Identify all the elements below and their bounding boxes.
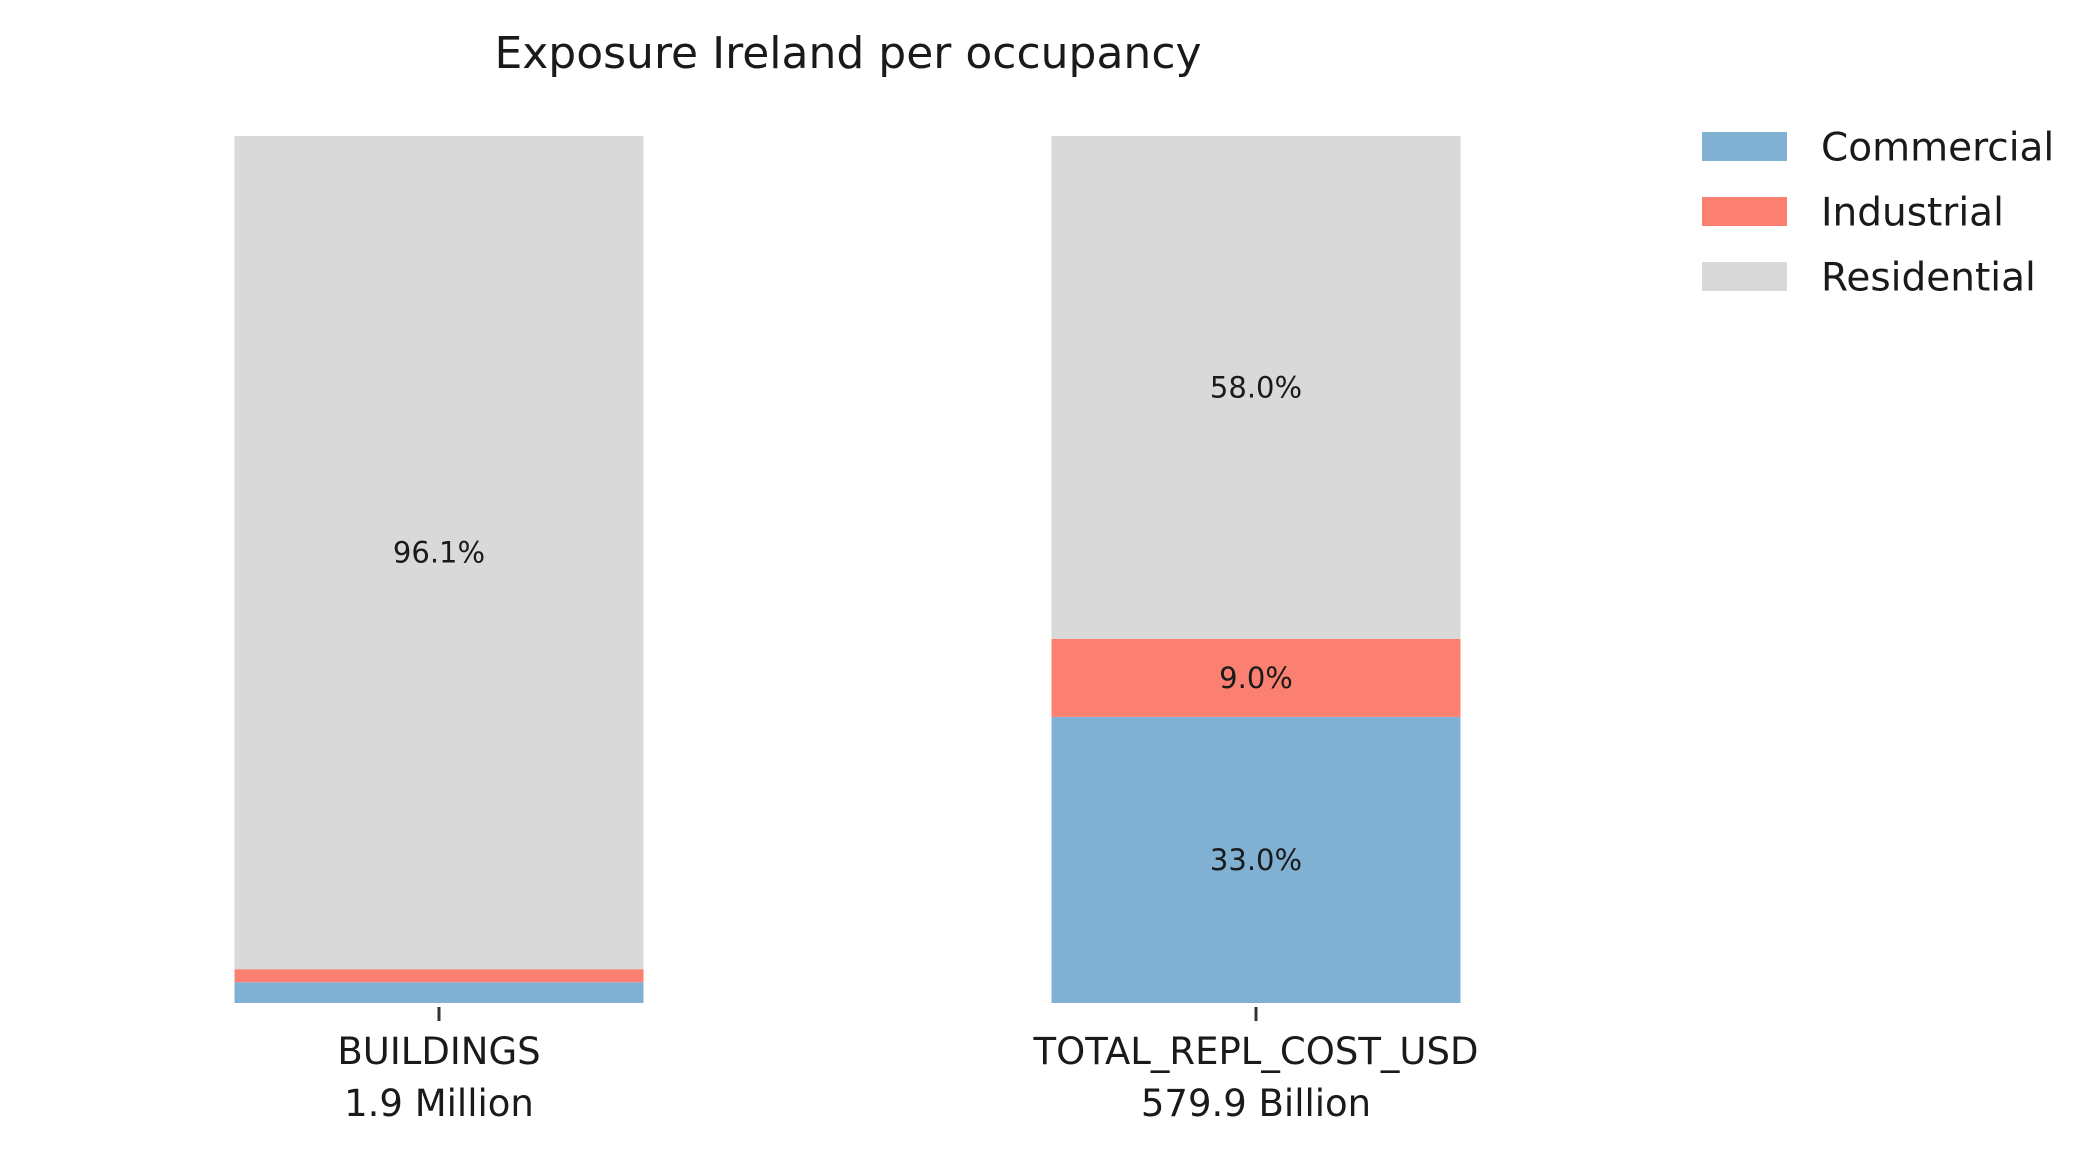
legend-swatch-commercial xyxy=(1702,132,1787,161)
legend: Commercial Industrial Residential xyxy=(1702,126,2054,301)
bar-total-repl-cost-usd-industrial xyxy=(1051,638,1461,717)
bar-total-repl-cost-usd-commercial xyxy=(1051,716,1461,1003)
x-tick-total-buildings: 1.9 Million xyxy=(344,1082,534,1125)
legend-label-residential: Residential xyxy=(1821,256,2036,301)
data-label-total-repl-cost-usd-residential: 58.0% xyxy=(1210,370,1302,404)
legend-label-commercial: Commercial xyxy=(1821,126,2054,171)
bar-buildings-residential xyxy=(234,136,644,970)
x-tick-label-total-repl-cost-usd: TOTAL_REPL_COST_USD xyxy=(1033,1030,1479,1073)
x-tick-total-total-repl-cost-usd: 579.9 Billion xyxy=(1141,1082,1371,1125)
data-label-total-repl-cost-usd-industrial: 9.0% xyxy=(1219,661,1293,695)
bar-total-repl-cost-usd-residential xyxy=(1051,136,1461,639)
bar-buildings-commercial xyxy=(234,982,644,1003)
legend-swatch-industrial xyxy=(1702,197,1787,226)
data-label-total-repl-cost-usd-commercial: 33.0% xyxy=(1210,843,1302,877)
x-axis: BUILDINGS 1.9 Million TOTAL_REPL_COST_USD 5… xyxy=(337,1007,1479,1125)
chart-title: Exposure Ireland per occupancy xyxy=(494,28,1201,79)
segment-labels-group: 96.1% 33.0% 9.0% 58.0% xyxy=(393,370,1302,877)
bar-buildings-industrial xyxy=(234,969,644,983)
bars-group xyxy=(234,136,1461,1003)
legend-swatch-residential xyxy=(1702,262,1787,291)
legend-label-industrial: Industrial xyxy=(1821,191,2004,236)
x-tick-label-buildings: BUILDINGS xyxy=(337,1030,540,1073)
data-label-buildings-residential: 96.1% xyxy=(393,536,485,570)
